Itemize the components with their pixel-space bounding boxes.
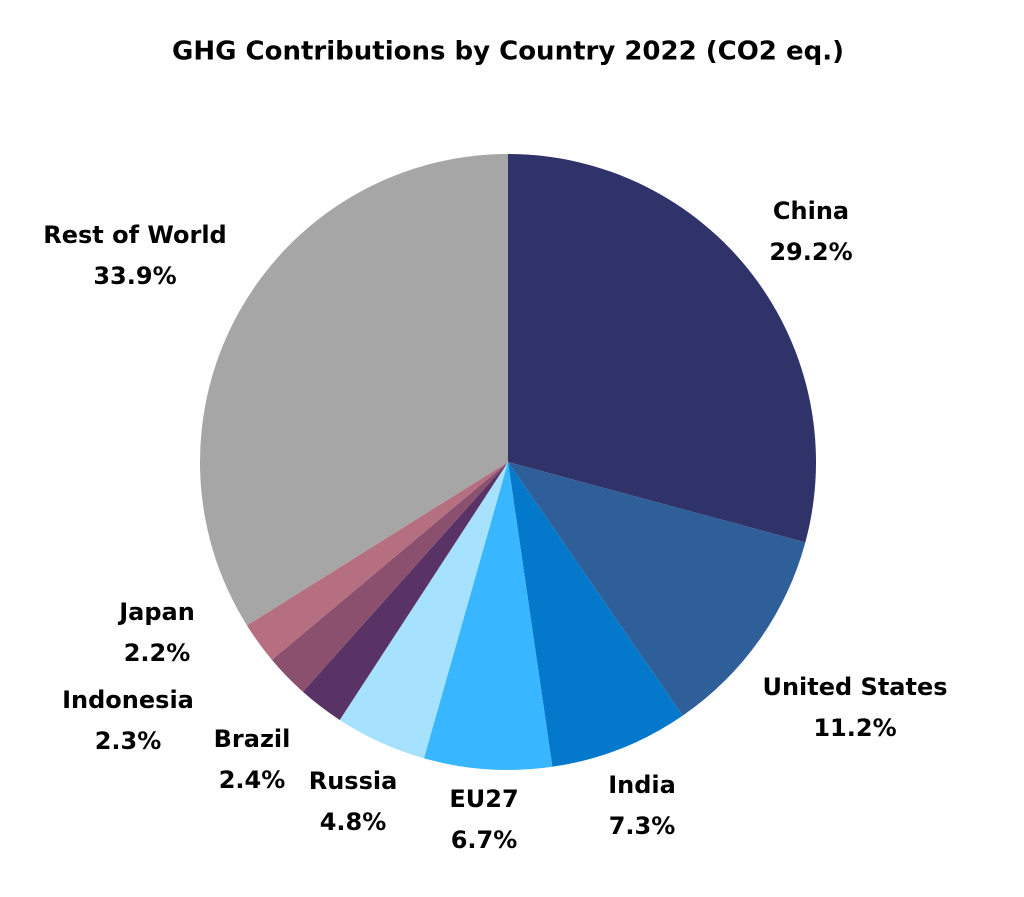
slice-label: India [608, 771, 676, 799]
slice-label: United States [762, 673, 947, 701]
slice-label: Japan [117, 598, 195, 626]
slice-value-label: 2.3% [95, 727, 162, 755]
slice-label: EU27 [449, 785, 518, 813]
pie-slice [339, 462, 508, 759]
slice-value-label: 29.2% [769, 238, 852, 266]
slice-value-label: 33.9% [93, 262, 176, 290]
slice-value-label: 6.7% [451, 826, 518, 854]
slice-label: Rest of World [43, 221, 227, 249]
pie-slice [423, 462, 553, 770]
slice-value-label: 2.2% [124, 639, 191, 667]
slice-value-label: 7.3% [609, 812, 676, 840]
pie-slice [508, 462, 806, 716]
slice-value-label: 2.4% [219, 766, 286, 794]
pie-slice [200, 154, 509, 626]
pie-slice [302, 462, 508, 720]
pie-slice [246, 462, 508, 660]
slice-label: Brazil [214, 725, 291, 753]
pie-slice [508, 154, 817, 543]
slice-label: Russia [309, 767, 398, 795]
chart-title: GHG Contributions by Country 2022 (CO2 e… [172, 37, 844, 67]
slice-value-label: 4.8% [320, 808, 387, 836]
slice-label: Indonesia [62, 686, 194, 714]
pie-slice [508, 462, 683, 767]
slice-value-label: 11.2% [813, 714, 896, 742]
pie-slice [271, 462, 508, 692]
slice-label: China [773, 197, 849, 225]
